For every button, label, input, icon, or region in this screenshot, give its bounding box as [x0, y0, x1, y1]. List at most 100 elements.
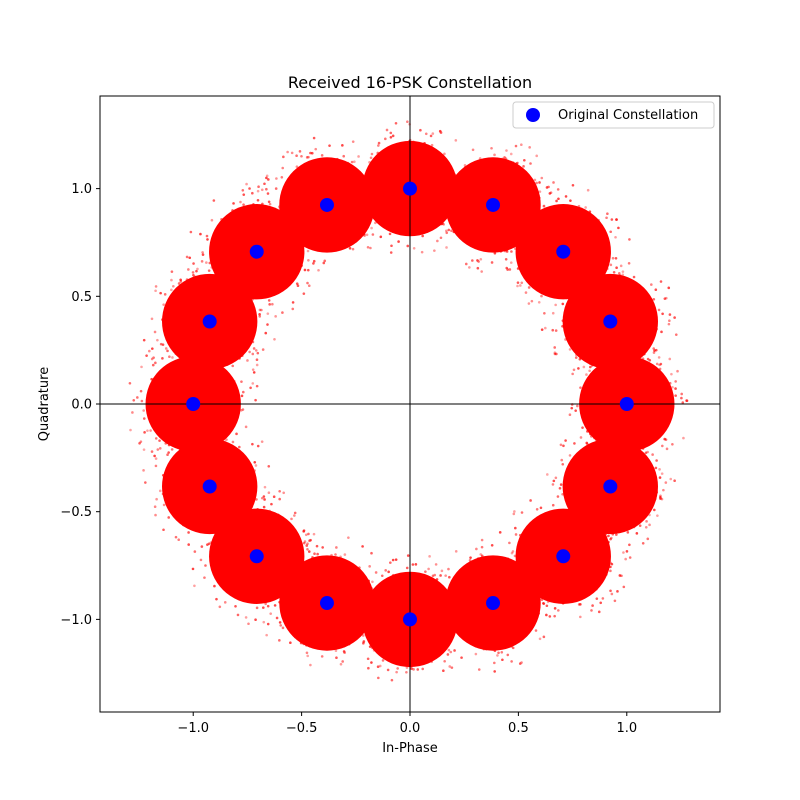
received-sample-point: [252, 497, 255, 500]
received-sample-point: [561, 462, 565, 466]
received-sample-point: [151, 347, 154, 350]
received-sample-point: [412, 246, 416, 250]
received-sample-point: [520, 281, 524, 285]
received-sample-point: [391, 573, 395, 577]
received-sample-point: [202, 432, 205, 435]
received-sample-point: [266, 604, 270, 608]
received-sample-point: [287, 213, 290, 217]
received-sample-point: [343, 553, 347, 556]
received-sample-point: [625, 550, 629, 553]
received-sample-point: [476, 557, 480, 560]
received-sample-point: [358, 616, 361, 620]
received-sample-point: [648, 297, 651, 301]
received-sample-point: [664, 438, 668, 441]
y-axis-label: Quadrature: [37, 367, 52, 441]
received-sample-point: [162, 528, 165, 532]
received-sample-point: [138, 442, 141, 445]
received-sample-point: [170, 278, 173, 282]
received-sample-point: [512, 162, 516, 166]
received-sample-point: [294, 274, 297, 277]
received-sample-point: [570, 597, 573, 601]
received-sample-point: [538, 190, 542, 193]
received-sample-point: [682, 436, 685, 440]
received-sample-point: [602, 423, 605, 427]
received-sample-point: [206, 543, 209, 546]
received-sample-point: [667, 396, 671, 399]
received-sample-point: [406, 554, 410, 557]
received-sample-point: [659, 372, 663, 376]
received-sample-point: [571, 183, 575, 187]
received-sample-point: [446, 653, 450, 656]
received-sample-point: [280, 175, 284, 179]
received-sample-point: [459, 571, 463, 574]
legend-entry: Original Constellation: [558, 108, 698, 123]
received-sample-point: [174, 458, 178, 462]
received-sample-point: [249, 304, 253, 308]
received-sample-point: [267, 178, 270, 181]
received-sample-point: [663, 297, 667, 300]
received-sample-point: [429, 580, 433, 584]
received-sample-point: [166, 453, 169, 457]
received-sample-point: [567, 329, 570, 333]
received-sample-point: [369, 246, 372, 250]
received-sample-point: [220, 218, 223, 221]
x-axis-ticks: −1.0 −0.5 0.0 0.5 1.0: [177, 712, 637, 736]
received-sample-point: [257, 295, 260, 299]
received-sample-point: [565, 314, 569, 317]
y-axis-ticks: −1.0 −0.5 0.0 0.5 1.0: [60, 182, 100, 628]
received-sample-point: [216, 532, 220, 535]
received-sample-point: [573, 303, 576, 307]
received-sample-point: [581, 426, 584, 429]
received-sample-point: [674, 394, 677, 397]
received-sample-point: [496, 654, 499, 657]
received-sample-point: [363, 611, 367, 615]
received-sample-point: [260, 496, 264, 500]
received-sample-point: [561, 601, 565, 605]
received-sample-point: [652, 297, 656, 301]
received-sample-point: [414, 572, 417, 576]
received-sample-point: [655, 459, 658, 462]
received-sample-point: [557, 511, 561, 515]
received-sample-point: [508, 243, 512, 246]
received-sample-point: [142, 469, 145, 472]
received-sample-point: [256, 189, 260, 193]
received-sample-point: [371, 233, 375, 236]
received-sample-point: [217, 274, 221, 278]
received-sample-point: [616, 590, 619, 593]
received-sample-point: [399, 232, 402, 235]
received-sample-point: [394, 145, 397, 149]
received-sample-point: [528, 233, 531, 237]
received-sample-point: [634, 441, 638, 445]
received-sample-point: [294, 174, 297, 177]
received-sample-point: [645, 520, 648, 523]
received-sample-point: [328, 144, 331, 147]
received-sample-point: [410, 667, 413, 670]
received-sample-point: [564, 439, 567, 442]
received-sample-point: [353, 170, 356, 174]
received-sample-point: [351, 629, 355, 633]
received-sample-point: [609, 230, 613, 234]
received-sample-point: [201, 251, 204, 254]
received-sample-point: [164, 370, 167, 373]
received-sample-point: [649, 341, 652, 345]
received-sample-point: [160, 434, 164, 437]
received-sample-point: [591, 604, 594, 607]
received-sample-point: [290, 151, 294, 155]
received-sample-point: [244, 616, 248, 619]
received-sample-point: [512, 512, 516, 516]
received-sample-point: [450, 629, 453, 633]
received-sample-point: [214, 569, 218, 572]
received-sample-point: [303, 240, 307, 244]
received-sample-point: [272, 558, 276, 561]
received-sample-point: [390, 659, 394, 662]
received-sample-point: [198, 443, 202, 446]
received-sample-point: [519, 589, 522, 592]
received-sample-point: [365, 620, 369, 624]
received-sample-point: [321, 248, 325, 251]
received-sample-point: [416, 668, 420, 671]
received-sample-point: [493, 153, 496, 157]
x-tick-label: 1.0: [616, 721, 637, 736]
received-sample-point: [393, 577, 397, 581]
received-sample-point: [255, 204, 259, 207]
received-sample-point: [257, 295, 260, 298]
